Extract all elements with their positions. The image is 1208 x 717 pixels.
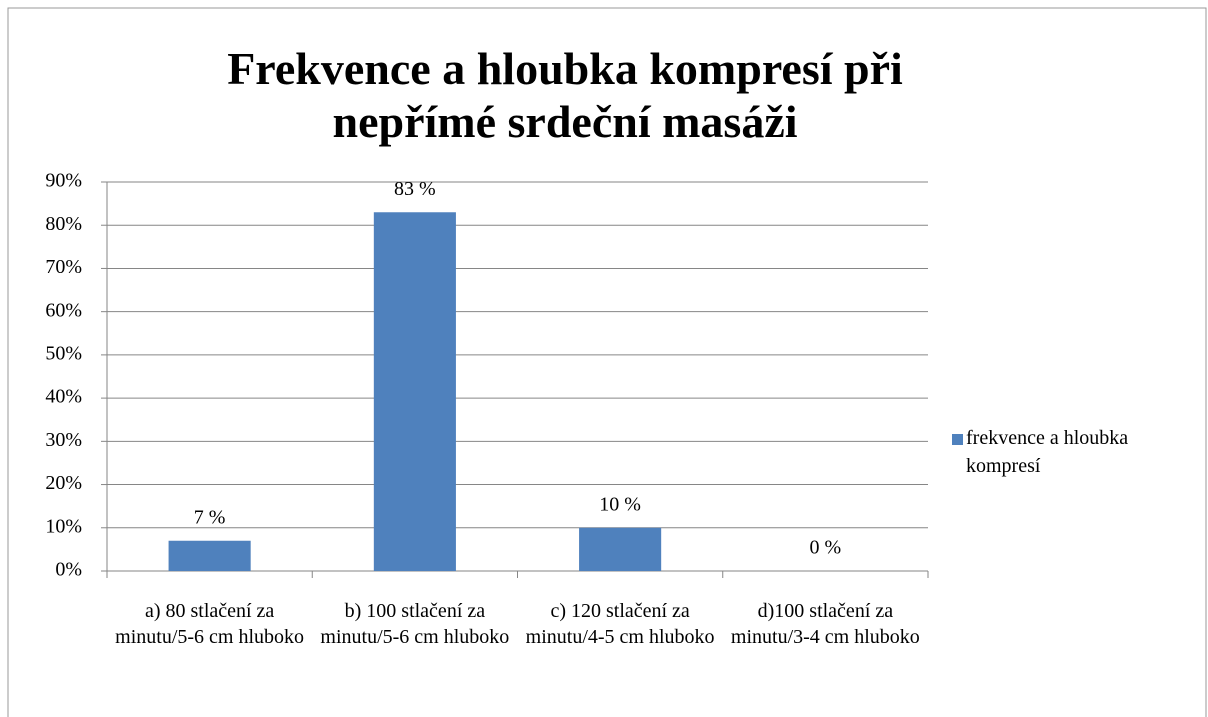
value-label: 10 % [599,493,641,515]
legend-swatch [952,434,963,445]
bar [579,527,662,571]
y-tick-label: 30% [45,429,82,451]
legend-label: frekvence a hloubka kompresí [966,427,1129,477]
value-label: 0 % [810,537,842,559]
y-tick-label: 60% [45,299,82,321]
x-tick-label: b) 100 stlačení za minutu/5-6 cm hluboko [320,600,510,648]
chart-title: Frekvence a hloubka kompresí při nepřímé… [227,43,903,147]
y-tick-label: 10% [45,515,82,537]
x-tick-label: c) 120 stlačení za minutu/4-5 cm hluboko [525,600,715,648]
y-tick-label: 40% [45,386,82,408]
y-tick-label: 70% [45,256,82,278]
y-tick-label: 80% [45,213,82,235]
y-tick-label: 20% [45,472,82,494]
y-tick-label: 90% [45,170,82,192]
value-label: 83 % [394,178,436,200]
x-tick-label: d)100 stlačení za minutu/3-4 cm hluboko [730,600,920,648]
frame [7,7,1207,717]
value-label: 7 % [194,506,226,528]
y-tick-label: 50% [45,342,82,364]
bar [168,540,251,571]
x-tick-label: a) 80 stlačení za minutu/5-6 cm hluboko [115,600,305,648]
y-tick-label: 0% [55,559,82,581]
bar [373,212,456,571]
